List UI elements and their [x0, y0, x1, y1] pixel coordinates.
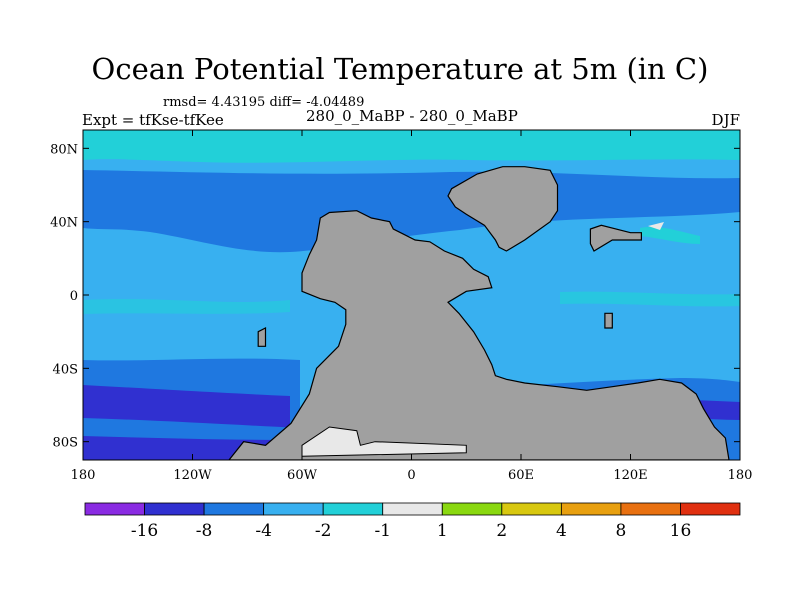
colorbar-swatch	[560, 502, 622, 516]
colorbar-swatch	[322, 502, 384, 516]
experiment-label: Expt = tfKse-tfKee	[82, 111, 224, 129]
y-tick-label: 40S	[53, 362, 78, 377]
x-tick-label: 60E	[508, 468, 534, 483]
colorbar-swatch	[263, 502, 324, 516]
y-tick-label: 40N	[50, 216, 78, 231]
colorbar-label: 16	[670, 521, 692, 541]
x-tick-label: 120W	[173, 468, 212, 483]
stats-label: rmsd= 4.43195 diff= -4.04489	[163, 95, 365, 110]
season-label: DJF	[711, 111, 740, 129]
y-axis: 80N 40N 0 40S 80S	[50, 142, 740, 451]
colorbar-swatch	[144, 502, 205, 516]
colorbar-label: -1	[374, 521, 391, 541]
x-tick-label: 180	[728, 468, 753, 483]
colorbar-label: -4	[255, 521, 272, 541]
colorbar-label: -8	[196, 521, 213, 541]
colorbar-label: 4	[556, 521, 567, 541]
small-island-east	[604, 312, 613, 329]
land-layer	[228, 166, 730, 460]
chart-title: Ocean Potential Temperature at 5m (in C)	[91, 52, 709, 86]
north-landmass	[447, 166, 559, 252]
colorbar: -16 -8 -4 -2 -1 1 2 4 8 16	[84, 502, 741, 541]
y-tick-label: 80S	[53, 436, 78, 451]
colorbar-swatch	[441, 502, 503, 516]
east-island-chain	[589, 224, 643, 252]
colorbar-swatch	[203, 502, 265, 516]
colorbar-label: 8	[615, 521, 626, 541]
x-tick-label: 0	[407, 468, 415, 483]
x-tick-label: 60W	[287, 468, 318, 483]
colorbar-swatch	[620, 502, 681, 516]
americas-africa-landmass	[228, 210, 730, 460]
small-island-west	[257, 327, 267, 347]
colorbar-label: -16	[131, 521, 158, 541]
colorbar-label: 1	[437, 521, 448, 541]
y-tick-label: 80N	[50, 142, 78, 157]
colorbar-swatch	[501, 502, 562, 516]
x-tick-label: 180	[71, 468, 96, 483]
case-label: 280_0_MaBP - 280_0_MaBP	[306, 107, 518, 125]
x-tick-label: 120E	[613, 468, 647, 483]
y-tick-label: 0	[70, 289, 78, 304]
colorbar-swatch	[84, 502, 145, 516]
colorbar-swatch	[382, 502, 443, 516]
antarctic-ice	[301, 426, 467, 457]
colorbar-swatch	[680, 502, 741, 516]
x-axis: 180 120W 60W 0 60E 120E 180	[71, 130, 753, 483]
colorbar-label: 2	[496, 521, 507, 541]
colorbar-label: -2	[315, 521, 332, 541]
